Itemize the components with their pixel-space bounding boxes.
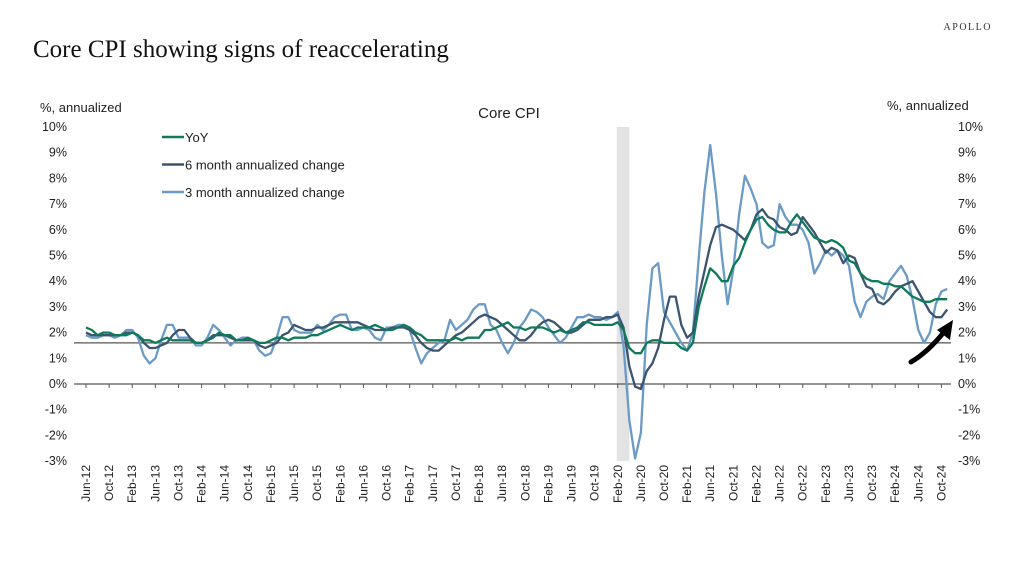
x-tick-label: Oct-22 bbox=[796, 465, 810, 501]
x-tick-label: Oct-13 bbox=[171, 465, 185, 501]
x-tick-label: Jun-14 bbox=[218, 465, 232, 502]
y-tick-label-right: 4% bbox=[958, 274, 976, 288]
x-tick-label: Jun-17 bbox=[426, 465, 440, 502]
x-tick-label: Jun-23 bbox=[842, 465, 856, 502]
y-tick-label-right: 8% bbox=[958, 171, 976, 185]
x-tick-label: Oct-20 bbox=[657, 465, 671, 501]
y-tick-label-right: -1% bbox=[958, 403, 980, 417]
x-tick-label: Feb-17 bbox=[403, 465, 417, 503]
y-tick-label-left: 8% bbox=[49, 171, 67, 185]
x-tick-label: Jun-20 bbox=[634, 465, 648, 502]
x-tick-label: Jun-19 bbox=[565, 465, 579, 502]
y-tick-label-right: 6% bbox=[958, 223, 976, 237]
x-tick-label: Feb-14 bbox=[195, 465, 209, 503]
legend-label: 3 month annualized change bbox=[185, 185, 345, 200]
x-tick-label: Feb-21 bbox=[680, 465, 694, 503]
x-tick-label: Feb-20 bbox=[611, 465, 625, 503]
y-tick-label-left: 4% bbox=[49, 274, 67, 288]
x-tick-label: Oct-12 bbox=[102, 465, 116, 501]
series-line-yoy bbox=[85, 213, 948, 355]
x-tick-label: Jun-15 bbox=[287, 465, 301, 502]
x-tick-label: Jun-24 bbox=[911, 465, 925, 502]
y-tick-label-right: -2% bbox=[958, 428, 980, 442]
y-tick-label-right: 9% bbox=[958, 146, 976, 160]
y-tick-label-left: 7% bbox=[49, 197, 67, 211]
y-tick-label-left: 9% bbox=[49, 146, 67, 160]
x-tick-label: Jun-16 bbox=[356, 465, 370, 502]
x-tick-label: Oct-19 bbox=[588, 465, 602, 501]
y-tick-label-left: 1% bbox=[49, 351, 67, 365]
x-tick-label: Feb-23 bbox=[819, 465, 833, 503]
y-tick-label-left: -1% bbox=[45, 403, 67, 417]
y-tick-label-left: 6% bbox=[49, 223, 67, 237]
y-tick-label-left: -2% bbox=[45, 428, 67, 442]
x-tick-label: Oct-23 bbox=[865, 465, 879, 501]
y-tick-label-left: 2% bbox=[49, 326, 67, 340]
arrow-shaft bbox=[908, 329, 947, 365]
y-tick-label-right: -3% bbox=[958, 454, 980, 468]
x-tick-label: Oct-18 bbox=[518, 465, 532, 501]
y-tick-label-left: 10% bbox=[42, 120, 67, 134]
series-line-3-month-annualized-change bbox=[85, 143, 948, 460]
x-tick-label: Jun-18 bbox=[495, 465, 509, 502]
y-axis-label-left: %, annualized bbox=[40, 100, 122, 115]
x-tick-label: Feb-18 bbox=[472, 465, 486, 503]
x-tick-label: Oct-17 bbox=[449, 465, 463, 501]
y-tick-label-right: 5% bbox=[958, 249, 976, 263]
chart-title: Core CPI bbox=[478, 105, 540, 122]
x-tick-label: Feb-16 bbox=[333, 465, 347, 503]
y-tick-label-right: 10% bbox=[958, 120, 983, 134]
x-tick-label: Feb-24 bbox=[888, 465, 902, 503]
x-tick-label: Oct-14 bbox=[241, 465, 255, 501]
y-tick-label-right: 1% bbox=[958, 351, 976, 365]
arrow-head bbox=[937, 320, 953, 340]
page-title: Core CPI showing signs of reaccelerating bbox=[33, 36, 449, 63]
x-tick-label: Oct-21 bbox=[726, 465, 740, 501]
y-tick-label-left: 0% bbox=[49, 377, 67, 391]
series-line-6-month-annualized-change bbox=[85, 208, 949, 391]
y-tick-label-right: 2% bbox=[958, 326, 976, 340]
x-tick-label: Oct-16 bbox=[380, 465, 394, 501]
x-tick-label: Oct-24 bbox=[934, 465, 948, 501]
legend-label: YoY bbox=[185, 130, 209, 145]
y-tick-label-right: 3% bbox=[958, 300, 976, 314]
y-tick-label-right: 0% bbox=[958, 377, 976, 391]
x-tick-label: Jun-12 bbox=[79, 465, 93, 502]
y-tick-label-left: -3% bbox=[45, 454, 67, 468]
recession-shading bbox=[616, 127, 630, 462]
x-tick-label: Oct-15 bbox=[310, 465, 324, 501]
reaccelerating-arrow bbox=[908, 320, 953, 365]
x-tick-label: Feb-15 bbox=[264, 465, 278, 503]
y-tick-label-right: 7% bbox=[958, 197, 976, 211]
x-tick-label: Feb-19 bbox=[541, 465, 555, 503]
x-tick-label: Jun-22 bbox=[773, 465, 787, 502]
legend-label: 6 month annualized change bbox=[185, 158, 345, 173]
x-tick-label: Jun-21 bbox=[703, 465, 717, 502]
x-tick-label: Feb-13 bbox=[125, 465, 139, 503]
y-tick-label-left: 3% bbox=[49, 300, 67, 314]
y-axis-label-right: %, annualized bbox=[887, 98, 969, 113]
x-tick-label: Jun-13 bbox=[148, 465, 162, 502]
y-tick-label-left: 5% bbox=[49, 249, 67, 263]
x-tick-label: Feb-22 bbox=[749, 465, 763, 503]
apollo-logo: APOLLO bbox=[943, 22, 992, 33]
